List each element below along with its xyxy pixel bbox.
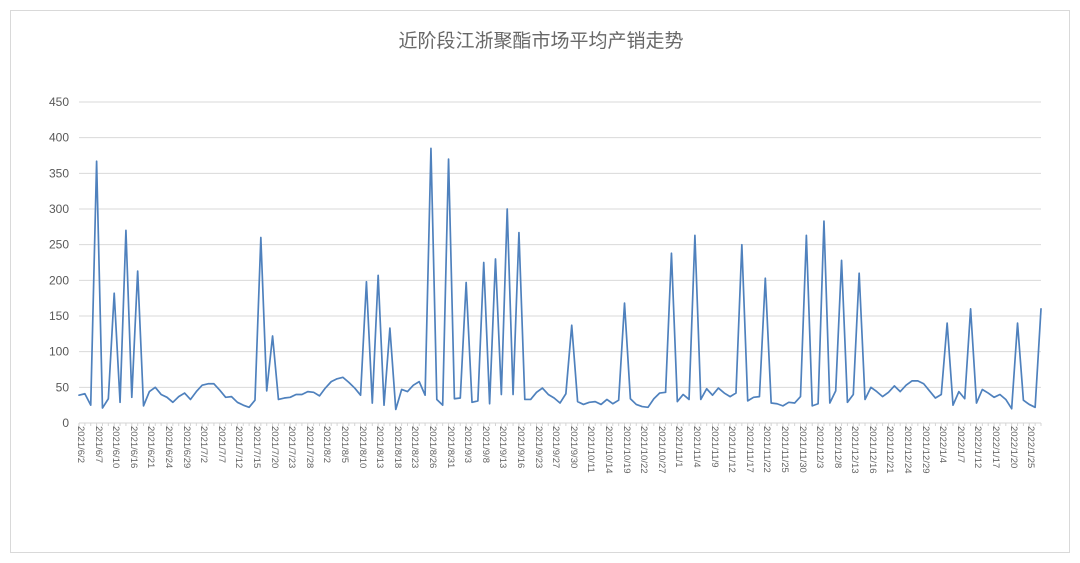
svg-text:100: 100 — [49, 345, 69, 359]
svg-text:50: 50 — [56, 380, 70, 394]
svg-text:0: 0 — [62, 416, 69, 430]
svg-text:450: 450 — [49, 95, 69, 109]
svg-text:350: 350 — [49, 166, 69, 180]
svg-text:150: 150 — [49, 309, 69, 323]
svg-text:200: 200 — [49, 273, 69, 287]
svg-text:300: 300 — [49, 202, 69, 216]
svg-text:400: 400 — [49, 131, 69, 145]
svg-text:250: 250 — [49, 238, 69, 252]
